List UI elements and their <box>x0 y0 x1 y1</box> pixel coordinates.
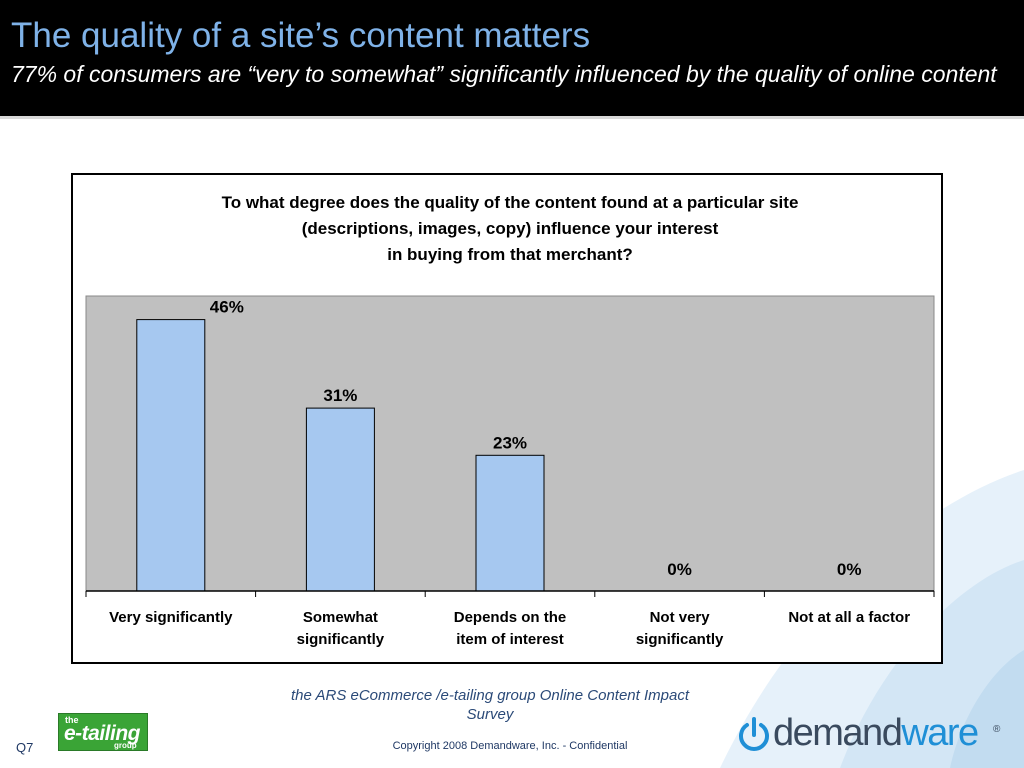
etailing-group-logo: the e-tailing group <box>58 713 148 751</box>
data-label: 0% <box>837 560 862 579</box>
demandware-wordmark: demandware <box>773 712 979 754</box>
x-tick-label: Somewhat <box>303 609 378 626</box>
slide-title: The quality of a site’s content matters <box>11 16 591 55</box>
etailing-logo-main: e-tailing <box>64 722 141 745</box>
etailing-logo-group: group <box>114 741 137 750</box>
slide-number: Q7 <box>16 740 34 755</box>
x-tick-label: Depends on the <box>454 609 567 626</box>
data-label: 31% <box>323 386 357 405</box>
data-label: 23% <box>493 433 527 452</box>
data-label: 46% <box>210 298 244 317</box>
bar <box>475 454 545 592</box>
data-label: 0% <box>667 560 692 579</box>
x-tick-label: Not very <box>650 609 711 626</box>
chart-title: To what degree does the quality of the c… <box>150 190 870 268</box>
x-tick-label: item of interest <box>456 631 564 648</box>
chart-title-line: (descriptions, images, copy) influence y… <box>301 219 719 238</box>
slide-subtitle: 77% of consumers are “very to somewhat” … <box>11 61 997 87</box>
demandware-logo: demandware ® <box>735 712 1005 758</box>
chart-title-line: To what degree does the quality of the c… <box>221 193 799 212</box>
x-tick-label: significantly <box>297 631 385 648</box>
power-icon <box>739 717 769 751</box>
x-tick-label: significantly <box>636 631 724 648</box>
x-tick-label: Not at all a factor <box>788 609 910 626</box>
etailing-logo-the: the <box>65 715 79 725</box>
chart-title-line: in buying from that merchant? <box>387 245 633 264</box>
source-caption: the ARS eCommerce /e-tailing group Onlin… <box>291 687 689 723</box>
bar <box>136 319 206 592</box>
slide-header: The quality of a site’s content matters … <box>0 0 1024 119</box>
copyright-text: Copyright 2008 Demandware, Inc. - Confid… <box>392 740 628 752</box>
registered-mark: ® <box>993 724 1001 735</box>
x-tick-label: Very significantly <box>109 609 233 626</box>
bar <box>305 407 375 592</box>
